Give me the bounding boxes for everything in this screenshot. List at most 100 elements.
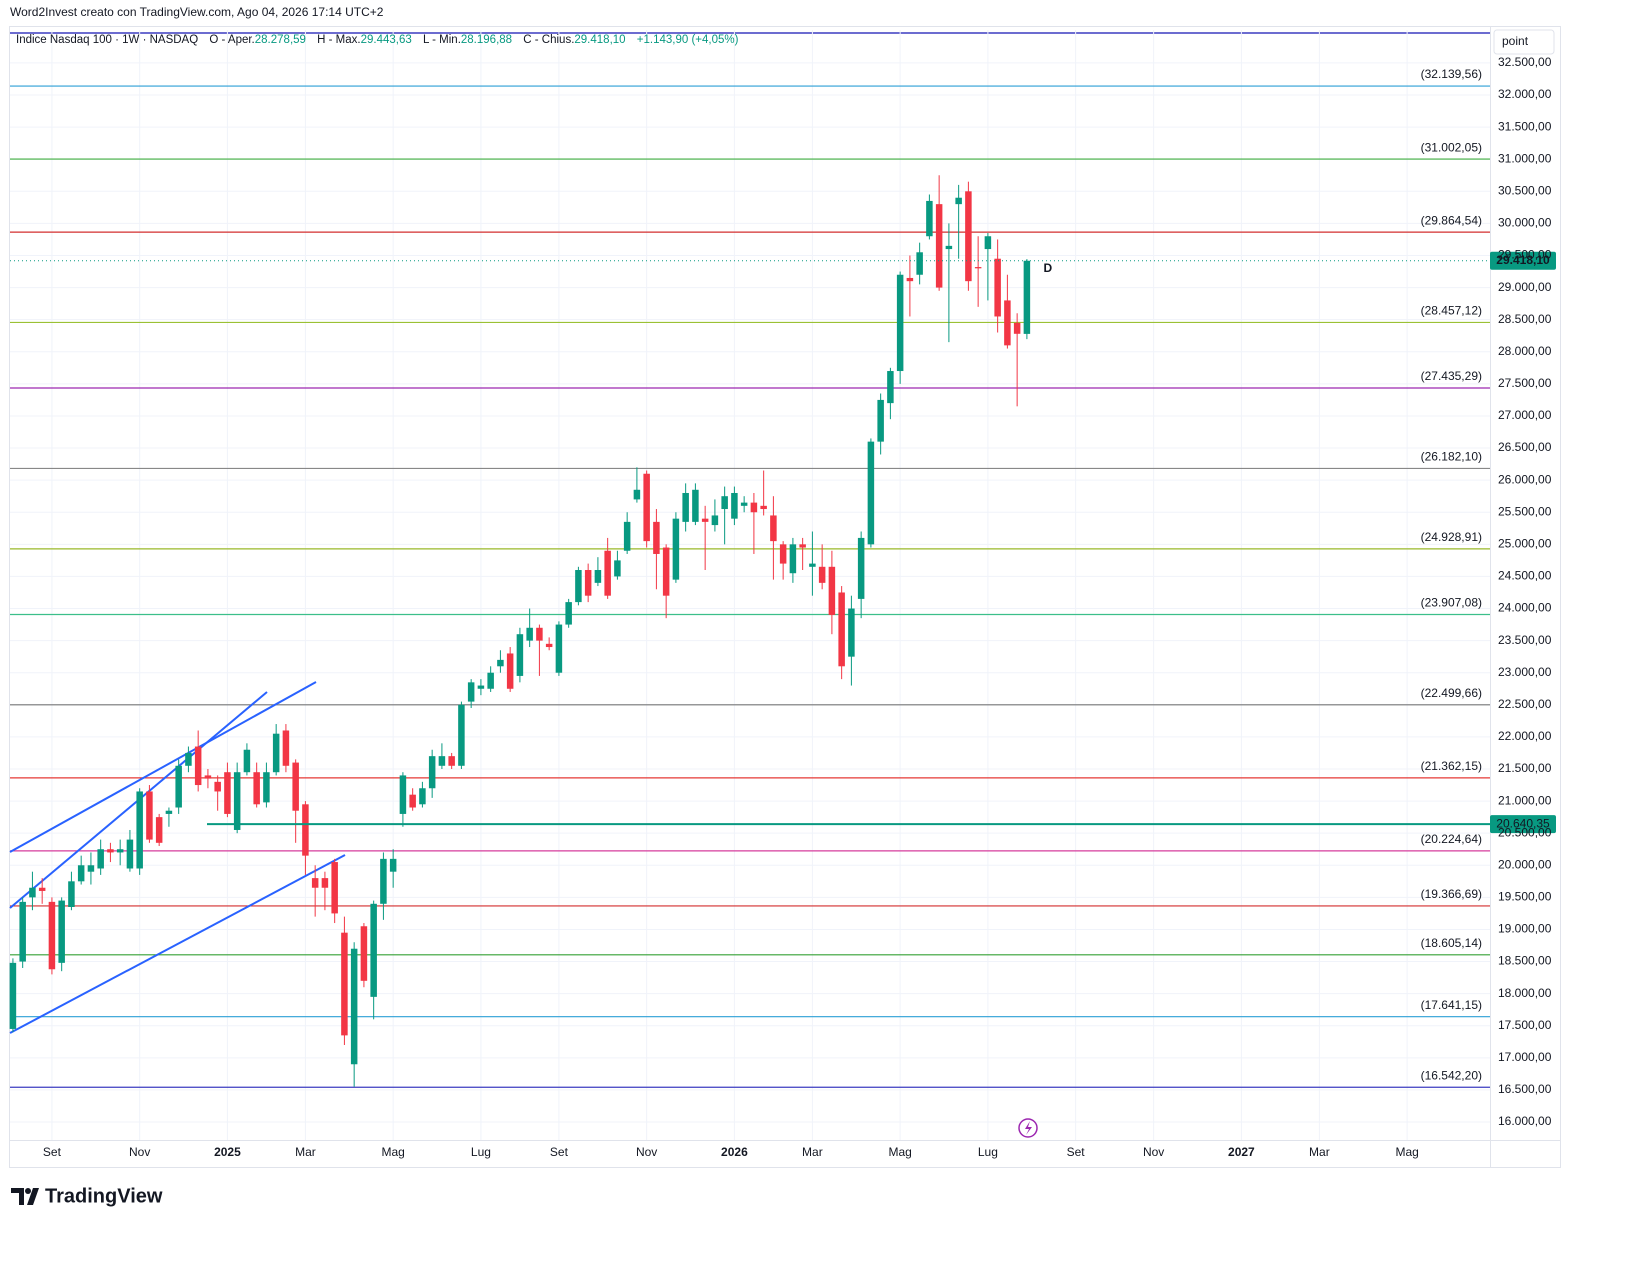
candle-body — [19, 901, 26, 962]
candle-body — [565, 602, 572, 625]
candle-body — [165, 810, 173, 814]
candle-body — [575, 570, 582, 603]
candle-body — [321, 878, 329, 888]
overlay: 20.640,35 29.418,10 D — [10, 251, 1556, 834]
candle-body — [867, 441, 875, 545]
event-icon[interactable] — [1018, 1118, 1038, 1138]
logo-mark — [11, 1188, 39, 1205]
level-label: (31.002,05) — [1421, 140, 1482, 154]
y-tick-label: 16.000,00 — [1498, 1114, 1552, 1128]
y-tick-label: 28.500,00 — [1498, 312, 1552, 326]
candle-body — [555, 624, 563, 673]
candle-body — [994, 258, 1001, 317]
candle-body — [311, 878, 319, 888]
y-tick-label: 24.000,00 — [1498, 601, 1552, 615]
y-tick-label: 25.000,00 — [1498, 537, 1552, 551]
price-tag-label: 29.418,10 — [1496, 253, 1550, 267]
candle-body — [965, 191, 972, 282]
candle-body — [692, 489, 699, 522]
candle-body — [233, 772, 241, 830]
y-tick-label: 32.000,00 — [1498, 87, 1552, 101]
candle-body — [399, 775, 407, 814]
candle-body — [818, 566, 826, 583]
level-label: (17.641,15) — [1421, 998, 1482, 1012]
candle-body — [360, 926, 368, 981]
y-tick-label: 32.500,00 — [1498, 55, 1552, 69]
candle-body — [711, 515, 719, 526]
y-tick-label: 20.000,00 — [1498, 857, 1552, 871]
candle-body — [935, 204, 943, 288]
candle-body — [87, 865, 95, 872]
y-tick-label: 26.500,00 — [1498, 440, 1552, 454]
candle-body — [516, 634, 524, 676]
candle-body — [438, 756, 446, 766]
price-tag-label: 20.640,35 — [1496, 816, 1550, 830]
candle-body — [1013, 322, 1021, 334]
y-tick-label: 29.000,00 — [1498, 280, 1552, 294]
level-label: (27.435,29) — [1421, 369, 1482, 383]
candle-body — [224, 772, 231, 814]
symbol: Indice Nasdaq 100 · 1W · NASDAQ — [16, 34, 198, 46]
candle-body — [955, 197, 962, 205]
level-label: (26.182,10) — [1421, 450, 1482, 464]
candle-body — [653, 521, 660, 554]
x-tick-label: Mag — [888, 1145, 911, 1159]
y-tick-label: 16.500,00 — [1498, 1082, 1552, 1096]
y-tick-label: 20.500,00 — [1498, 825, 1552, 839]
x-tick-label: Nov — [1143, 1145, 1164, 1159]
ohlc-value: 28.278,59 — [255, 34, 306, 46]
y-tick-label: 25.500,00 — [1498, 504, 1552, 518]
y-tick-label: 31.500,00 — [1498, 119, 1552, 133]
candle-body — [126, 839, 134, 869]
candle-body — [848, 608, 855, 657]
trend-line — [9, 854, 346, 1034]
logo-dot — [25, 1188, 31, 1194]
y-tick-label: 30.500,00 — [1498, 183, 1552, 197]
y-tick-label: 31.000,00 — [1498, 151, 1552, 165]
candle-body — [253, 772, 260, 805]
level-label: (28.457,12) — [1421, 304, 1482, 318]
level-label: (16.542,20) — [1421, 1068, 1482, 1082]
candle-body — [38, 887, 46, 891]
candle-body — [380, 858, 387, 904]
candle-body — [175, 765, 182, 808]
candle-body — [877, 399, 884, 442]
x-tick-label: Set — [550, 1145, 569, 1159]
y-tick-label: 18.000,00 — [1498, 986, 1552, 1000]
y-tick-label: 19.000,00 — [1498, 922, 1552, 936]
candle-body — [58, 900, 65, 963]
unit-box[interactable] — [1493, 29, 1555, 55]
level-label: (29.864,54) — [1421, 213, 1482, 227]
candle-body — [389, 858, 397, 872]
candle-body — [740, 502, 748, 506]
price-tag — [1490, 251, 1556, 270]
ohlc-label: C - Chius. — [523, 34, 574, 46]
candle-body — [779, 544, 787, 564]
candle-body — [857, 537, 865, 599]
candle-body — [29, 887, 36, 898]
candle-body — [1023, 260, 1031, 334]
y-tick-label: 27.500,00 — [1498, 376, 1552, 390]
candle-body — [136, 791, 143, 869]
candle-body — [526, 627, 533, 641]
x-tick-label: Nov — [636, 1145, 657, 1159]
candle-body — [214, 781, 221, 792]
level-label: (24.928,91) — [1421, 530, 1482, 544]
x-tick-label: 2025 — [214, 1145, 241, 1159]
level-label: (18.605,14) — [1421, 936, 1482, 950]
candle-body — [614, 560, 621, 577]
level-label: (20.224,64) — [1421, 832, 1482, 846]
y-tick-label: 23.000,00 — [1498, 665, 1552, 679]
candle-body — [633, 489, 641, 500]
candle-body — [409, 794, 416, 808]
x-tick-label: Mar — [1309, 1145, 1330, 1159]
candle-body — [419, 788, 426, 805]
candle-body — [945, 245, 953, 250]
candle-body — [331, 862, 338, 914]
candle-body — [896, 274, 904, 372]
candle-body — [458, 704, 465, 766]
candle-body — [243, 749, 251, 773]
candle-body — [68, 881, 75, 907]
